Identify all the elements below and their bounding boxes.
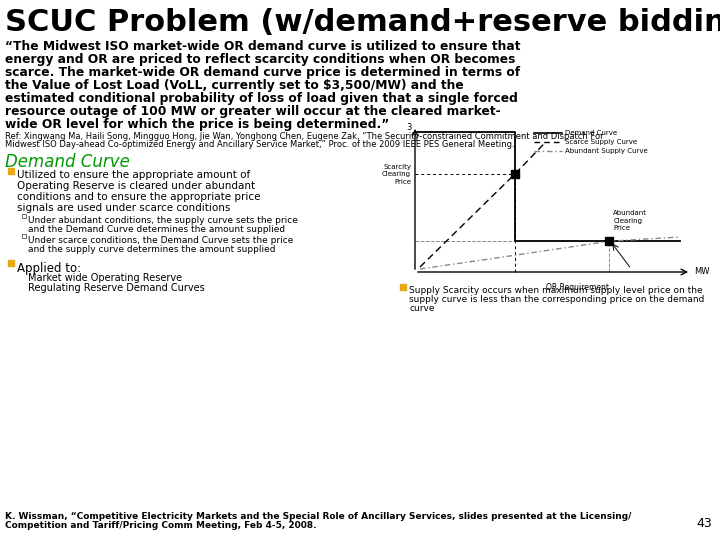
Text: Abundant
Clearing
Price: Abundant Clearing Price [613,210,647,231]
Text: SCUC Problem (w/demand+reserve bidding): SCUC Problem (w/demand+reserve bidding) [5,8,720,37]
Text: energy and OR are priced to reflect scarcity conditions when OR becomes: energy and OR are priced to reflect scar… [5,53,516,66]
Text: curve: curve [409,304,434,313]
Text: resource outage of 100 MW or greater will occur at the cleared market-: resource outage of 100 MW or greater wil… [5,105,500,118]
Bar [22,214,26,218]
Bar [22,234,26,238]
Text: K. Wissman, “Competitive Electricity Markets and the Special Role of Ancillary S: K. Wissman, “Competitive Electricity Mar… [5,512,631,521]
Text: Under abundant conditions, the supply curve sets the price: Under abundant conditions, the supply cu… [28,216,298,225]
Text: MW: MW [694,267,709,276]
Text: Ref: Xingwang Ma, Haili Song, Mingguo Hong, Jie Wan, Yonghong Chen, Eugene Zak, : Ref: Xingwang Ma, Haili Song, Mingguo Ho… [5,132,603,141]
Text: the Value of Lost Load (VoLL, currently set to $3,500/MW) and the: the Value of Lost Load (VoLL, currently … [5,79,464,92]
Text: supply curve is less than the corresponding price on the demand: supply curve is less than the correspond… [409,295,704,304]
Text: and the Demand Curve determines the amount supplied: and the Demand Curve determines the amou… [28,225,285,234]
Text: 3: 3 [407,124,412,132]
Text: Applied to:: Applied to: [17,262,81,275]
Text: Demand Curve: Demand Curve [5,153,130,171]
Text: Demand Curve: Demand Curve [564,130,617,136]
Bar [400,284,406,290]
Text: Midwest ISO Day-ahead Co-optimized Energy and Ancillary Service Market,” Proc. o: Midwest ISO Day-ahead Co-optimized Energ… [5,140,515,149]
Text: Market wide Operating Reserve: Market wide Operating Reserve [28,273,182,283]
Text: and the supply curve determines the amount supplied: and the supply curve determines the amou… [28,245,276,254]
Text: estimated conditional probability of loss of load given that a single forced: estimated conditional probability of los… [5,92,518,105]
Bar [8,260,14,266]
Text: 43: 43 [696,517,712,530]
Text: “The Midwest ISO market-wide OR demand curve is utilized to ensure that: “The Midwest ISO market-wide OR demand c… [5,40,521,53]
Bar [8,168,14,174]
Text: Operating Reserve is cleared under abundant: Operating Reserve is cleared under abund… [17,181,255,191]
Text: Scarce Supply Curve: Scarce Supply Curve [564,139,637,145]
Text: wide OR level for which the price is being determined.”: wide OR level for which the price is bei… [5,118,390,131]
Text: Competition and Tariff/Pricing Comm Meeting, Feb 4-5, 2008.: Competition and Tariff/Pricing Comm Meet… [5,521,317,530]
Text: Abundant Supply Curve: Abundant Supply Curve [564,148,647,154]
Text: OR Requirement: OR Requirement [546,283,608,292]
Text: scarce. The market-wide OR demand curve price is determined in terms of: scarce. The market-wide OR demand curve … [5,66,520,79]
Text: Scarcity
Clearing
Price: Scarcity Clearing Price [382,164,411,185]
Text: Utilized to ensure the appropriate amount of: Utilized to ensure the appropriate amoun… [17,170,251,180]
Text: conditions and to ensure the appropriate price: conditions and to ensure the appropriate… [17,192,261,202]
Text: Under scarce conditions, the Demand Curve sets the price: Under scarce conditions, the Demand Curv… [28,236,293,245]
Text: Supply Scarcity occurs when maximum supply level price on the: Supply Scarcity occurs when maximum supp… [409,286,703,295]
Text: signals are used under scarce conditions: signals are used under scarce conditions [17,203,230,213]
Text: Regulating Reserve Demand Curves: Regulating Reserve Demand Curves [28,283,204,293]
